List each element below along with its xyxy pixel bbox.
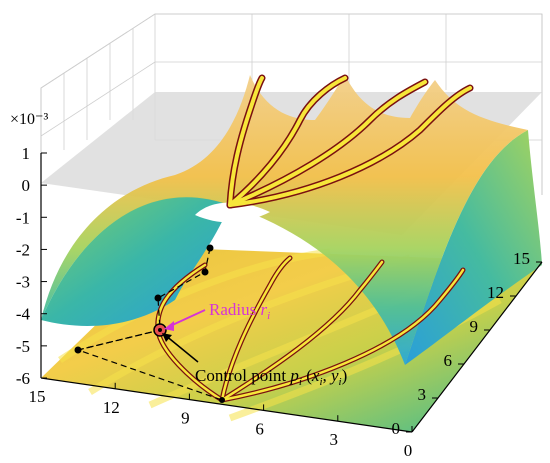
x-tick-label: 15 [29,387,46,406]
y-tick-label: 0 [392,419,401,438]
z-tick-label: -5 [16,337,30,356]
y-tick-label: 12 [487,283,504,302]
surface-hole [195,202,270,223]
surface-right-wall [405,130,542,365]
x-tick-label: 9 [181,409,190,428]
control-point-marker [206,244,214,252]
z-tick-label: -6 [16,369,30,388]
x-tick-label: 12 [103,398,120,417]
x-tick-label: 0 [404,441,413,460]
control-polygon [75,247,223,401]
axis-lines [40,153,543,433]
radius-arrow [167,309,206,328]
control-point-label: Control point pi (xi, yi) [195,366,347,388]
control-point-marker [154,294,162,302]
radius-label: Radius ri [209,300,270,322]
z-tick-label: -3 [16,273,30,292]
surface-left-wall [41,196,230,326]
z-exponent-label: ×10⁻³ [10,111,48,128]
surface-top [41,75,528,365]
radius-center-dot [158,328,162,332]
control-points [74,244,225,403]
z-axis-ticks: 1 0 -1 -2 -3 -4 -5 -6 [16,144,47,388]
y-tick-label: 9 [470,317,479,336]
control-point-marker [219,397,225,403]
x-tick-label: 6 [255,419,264,438]
z-tick-label: -4 [16,305,31,324]
z-tick-label: -1 [16,208,30,227]
control-point-marker [201,268,209,276]
z-tick-label: -2 [16,240,30,259]
control-point-arrow [164,334,199,363]
y-tick-label: 6 [444,351,453,370]
z-tick-label: 0 [22,176,31,195]
x-axis-ticks: 15 12 9 6 3 0 [29,372,413,460]
x-tick-label: 3 [330,430,339,449]
surface-channels [226,74,474,209]
z-tick-label: 1 [22,144,31,163]
y-tick-label: 15 [513,249,530,268]
radius-arrow-head [164,321,174,331]
control-point-marker [74,346,82,354]
control-point-arrow-head [162,333,172,342]
y-tick-label: 3 [418,385,427,404]
